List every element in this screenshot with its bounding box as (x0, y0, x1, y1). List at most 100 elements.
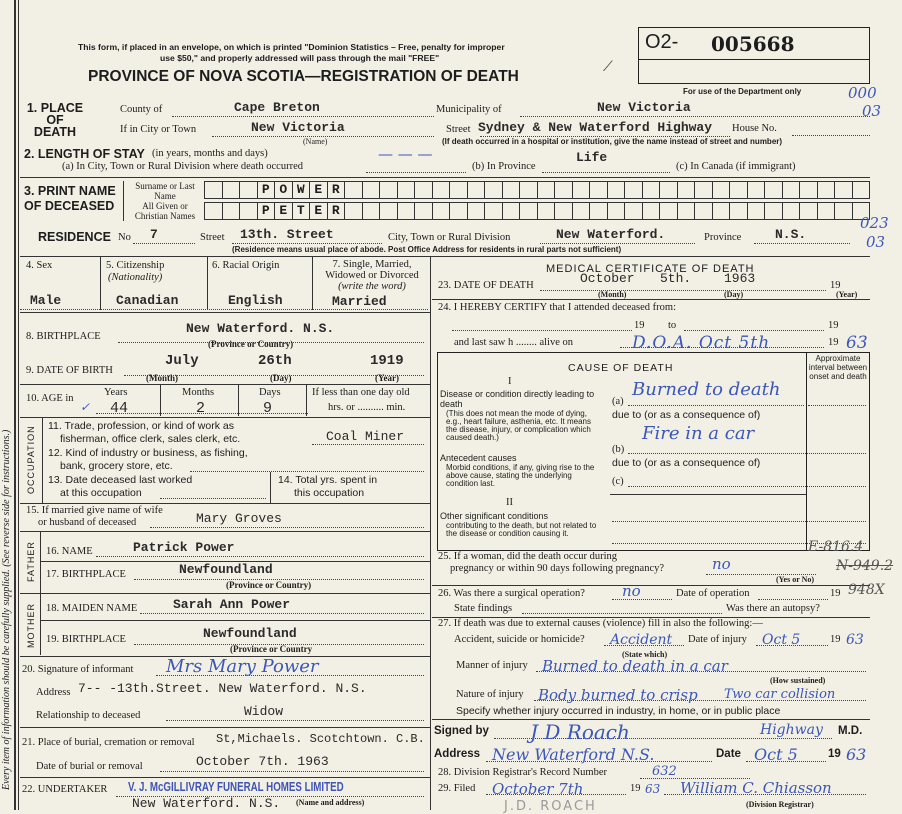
name-letter-box (730, 203, 748, 219)
name-letter-box (223, 203, 240, 219)
name-letter-box: T (293, 203, 310, 219)
burial-date-label: Date of burial or removal (36, 761, 143, 772)
name-letter-box (643, 182, 660, 198)
injury-date: Oct 5 (762, 632, 801, 648)
residence-note: (Residence means usual place of abode. P… (232, 245, 622, 254)
signed-date: Oct 5 (754, 745, 798, 764)
dod-month-hint: (Month) (598, 290, 627, 299)
residence-street: 13th. Street (240, 227, 334, 242)
filed-year: 63 (645, 782, 661, 796)
dod-day-hint: (Day) (724, 290, 744, 299)
dob-day: 26th (258, 353, 292, 369)
name-letter-box (608, 182, 625, 198)
relationship-label: Relationship to deceased (36, 710, 141, 721)
name-letter-box (380, 203, 398, 219)
name-letter-box: E (275, 203, 293, 219)
name-letter-box (713, 203, 730, 219)
years-label: Years (104, 387, 128, 398)
name-letter-box: O (275, 182, 293, 198)
municipality-value: New Victoria (597, 100, 691, 115)
residence-no-label: No (118, 232, 131, 243)
name-letter-box (625, 182, 643, 198)
racial-origin-label: 6. Racial Origin (212, 260, 280, 271)
injury-nineteen: 19 (830, 634, 841, 645)
pencil-note: J.D. ROACH (504, 799, 597, 814)
dod-nineteen: 19 (830, 280, 841, 291)
trade-label: 11. Trade, profession, or kind of work a… (48, 420, 241, 445)
name-letter-box (345, 203, 363, 219)
stay-a-value: — — — (378, 145, 433, 163)
name-letter-box (695, 203, 713, 219)
name-letter-box (363, 203, 380, 219)
mother-side-label: MOTHER (26, 603, 36, 648)
name-letter-box (678, 182, 695, 198)
filed-nineteen: 19 (630, 783, 641, 794)
stay-b-value: Life (576, 150, 608, 165)
name-letter-box (223, 182, 240, 198)
name-letter-box (538, 203, 555, 219)
mother-birthplace: Newfoundland (203, 626, 297, 641)
spouse-label: 15. If married give name of wife or husba… (26, 505, 163, 528)
nature-value: Body burned to crisp (538, 686, 698, 704)
last-saw-nineteen: 19 (828, 337, 839, 348)
margin-code-1a: 000 (848, 84, 877, 102)
doa-year: 63 (846, 333, 868, 353)
signed-nineteen: 19 (828, 748, 841, 760)
name-letter-box (555, 203, 573, 219)
residence-street-label: Street (200, 232, 225, 243)
name-letter-box: R (328, 182, 345, 198)
name-letter-box (450, 203, 468, 219)
burial-date: October 7th. 1963 (196, 754, 329, 769)
name-letter-box (835, 182, 853, 198)
undertaker-stamp: V. J. McGILLIVRAY FUNERAL HOMES LIMITED (128, 780, 344, 794)
name-letter-box (800, 182, 818, 198)
name-letter-box (398, 182, 415, 198)
name-letter-box (503, 203, 520, 219)
name-letter-box (450, 182, 468, 198)
name-letter-box (205, 182, 223, 198)
name-letter-box (555, 182, 573, 198)
hospital-note: (If death occurred in a hospital or inst… (442, 137, 783, 146)
name-letter-box (853, 182, 870, 198)
father-birthplace-label: 17. BIRTHPLACE (46, 569, 126, 580)
name-letter-box (643, 203, 660, 219)
registrar-signature: William C. Chiasson (680, 779, 832, 797)
to-nineteen: 19 (828, 320, 839, 331)
father-birthplace-hint: (Province or Country) (226, 580, 312, 590)
direct-cause-hint: (This does not mean the mode of dying, e… (446, 409, 591, 442)
pregnancy-label: 25. If a woman, did the death occur duri… (438, 551, 665, 574)
name-letter-box (835, 203, 853, 219)
months-label: Months (182, 387, 215, 398)
name-letter-box (678, 203, 695, 219)
last-worked-label: 13. Date deceased last worked at this occ… (48, 474, 193, 499)
street-value: Sydney & New Waterford Highway (478, 120, 713, 135)
name-letter-box (713, 182, 730, 198)
accident-value: Accident (610, 632, 673, 648)
surgery-value: no (622, 582, 641, 600)
margin-code-2a: 023 (860, 214, 889, 232)
code-n: N-949.2 (836, 558, 894, 574)
name-letter-box (660, 203, 678, 219)
name-letter-box (345, 182, 363, 198)
name-letter-box (783, 203, 800, 219)
mother-name: Sarah Ann Power (173, 597, 291, 612)
name-letter-box (398, 203, 415, 219)
page-title: PROVINCE OF NOVA SCOTIA—REGISTRATION OF … (88, 68, 519, 85)
dept-only-label: For use of the Department only (683, 87, 802, 96)
length-of-stay-label: 2. LENGTH OF STAY (24, 147, 145, 161)
street-label: Street (446, 124, 471, 135)
name-letter-box (573, 182, 590, 198)
signed-year: 63 (846, 745, 867, 764)
name-letter-box (380, 182, 398, 198)
other-conditions-label: Other significant conditions (440, 511, 549, 521)
name-letter-box (748, 203, 765, 219)
name-letter-box (730, 182, 748, 198)
injury-place-label: Specify whether injury occurred in indus… (456, 705, 781, 717)
other-conditions-hint: contributing to the death, but not relat… (446, 521, 597, 538)
code-e: E-816.4 (808, 539, 864, 555)
name-letter-box (415, 203, 433, 219)
due-to-label-2: due to (or as a consequence of) (612, 457, 761, 469)
registrar-hint: (Division Registrar) (746, 800, 814, 809)
